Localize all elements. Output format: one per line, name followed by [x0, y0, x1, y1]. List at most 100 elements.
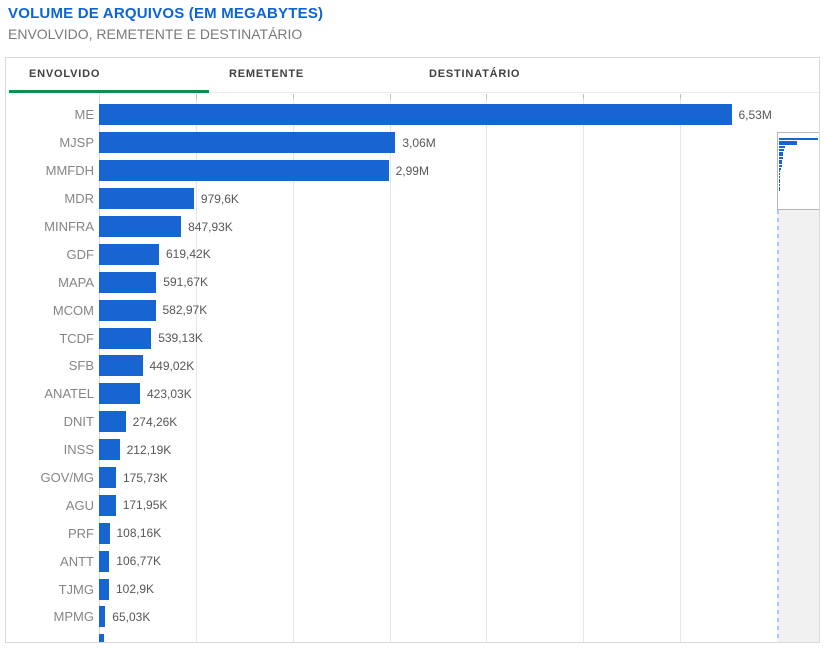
category-label: MCOM	[52, 302, 94, 318]
gridline	[389, 94, 391, 642]
bar-track: 582,97K	[99, 299, 777, 321]
bar[interactable]	[99, 467, 116, 489]
bar[interactable]	[99, 383, 140, 405]
bar[interactable]	[99, 299, 156, 321]
minimap-bar	[779, 170, 781, 173]
minimap-bar	[779, 189, 780, 192]
bar-track: 6,53M	[99, 104, 777, 126]
category-label: SFB	[68, 358, 94, 374]
tab-bar: ENVOLVIDO REMETENTE DESTINATÁRIO	[6, 58, 819, 93]
bar-track: 274,26K	[99, 411, 777, 433]
active-tab-indicator	[9, 90, 209, 93]
bar-row	[6, 631, 777, 642]
bar-row: MINFRA 847,93K	[6, 213, 777, 241]
bar-track	[99, 634, 777, 642]
axis-tick	[486, 94, 488, 99]
bar-row: SFB 449,02K	[6, 352, 777, 380]
minimap-bar	[779, 173, 780, 176]
bar-row: ANATEL 423,03K	[6, 380, 777, 408]
value-label: 539,13K	[158, 331, 203, 346]
bar[interactable]	[99, 327, 152, 349]
chart-scrollbar-minimap[interactable]	[777, 132, 819, 642]
gridline	[195, 94, 197, 642]
tab-envolvido[interactable]: ENVOLVIDO	[9, 58, 209, 93]
minimap-viewport[interactable]	[777, 132, 819, 210]
bar-row: AGU 171,95K	[6, 491, 777, 519]
value-label: 979,6K	[200, 191, 239, 206]
category-label: ME	[74, 107, 95, 123]
value-label: 619,42K	[166, 247, 211, 262]
bar[interactable]	[99, 243, 159, 265]
value-label: 2,99M	[395, 163, 429, 178]
axis-tick	[389, 94, 391, 99]
minimap-bar	[779, 165, 782, 167]
bar-track: 847,93K	[99, 216, 777, 237]
category-label: GDF	[66, 246, 94, 262]
category-label: MPMG	[53, 609, 94, 625]
bar[interactable]	[99, 132, 396, 154]
minimap-bar	[779, 154, 783, 157]
axis-tick	[195, 94, 197, 99]
value-label: 108,16K	[116, 526, 162, 541]
bar[interactable]	[99, 550, 110, 572]
value-label: 591,67K	[163, 275, 209, 290]
gridline	[486, 94, 488, 642]
bar[interactable]	[99, 606, 106, 628]
bar[interactable]	[99, 271, 157, 293]
minimap-bar	[779, 143, 797, 146]
bar[interactable]	[99, 522, 110, 544]
page-subtitle: ENVOLVIDO, REMETENTE E DESTINATÁRIO	[8, 26, 303, 42]
minimap-bar	[779, 151, 783, 154]
bar-row: MPMG 65,03K	[6, 603, 777, 631]
category-label: MJSP	[59, 135, 94, 151]
bar-track: 175,73K	[99, 467, 777, 489]
value-label: 3,06M	[402, 135, 436, 150]
bar-track: 108,16K	[99, 522, 777, 544]
bar[interactable]	[99, 634, 105, 642]
minimap-bar	[779, 159, 783, 162]
page-title: VOLUME DE ARQUIVOS (EM MEGABYTES)	[8, 5, 324, 22]
minimap-bar	[779, 175, 780, 178]
minimap-bar	[779, 148, 785, 151]
bar[interactable]	[99, 439, 120, 461]
bar[interactable]	[99, 355, 143, 377]
axis-tick	[680, 94, 682, 99]
category-label: TJMG	[58, 581, 94, 597]
value-label: 847,93K	[188, 219, 233, 234]
category-label: MMFDH	[45, 163, 94, 179]
gridline	[292, 94, 294, 642]
bar[interactable]	[99, 411, 126, 433]
minimap-bar	[779, 181, 780, 184]
bar-track: 619,42K	[99, 243, 777, 265]
category-label: INSS	[63, 442, 94, 458]
bar[interactable]	[99, 578, 109, 600]
bar-track: 2,99M	[99, 160, 777, 182]
bar[interactable]	[99, 216, 182, 237]
category-label: TCDF	[59, 330, 94, 346]
tab-destinatario[interactable]: DESTINATÁRIO	[409, 58, 609, 92]
bar-row: MCOM 582,97K	[6, 296, 777, 324]
bar[interactable]	[99, 160, 389, 182]
minimap-bar	[779, 156, 783, 159]
bar[interactable]	[99, 188, 194, 210]
minimap-rest-track[interactable]	[777, 210, 819, 642]
minimap-bar	[779, 186, 780, 189]
tab-remetente[interactable]: REMETENTE	[209, 58, 409, 92]
tab-label: REMETENTE	[229, 68, 305, 80]
value-label: 423,03K	[147, 386, 192, 401]
value-label: 65,03K	[112, 609, 151, 624]
bar-track: 539,13K	[99, 327, 777, 349]
bar-row: ME 6,53M	[6, 101, 777, 129]
category-label: ANTT	[60, 553, 94, 569]
minimap-bar	[779, 178, 780, 181]
value-label: 449,02K	[149, 358, 195, 373]
category-label: MDR	[64, 191, 94, 207]
bar[interactable]	[99, 104, 732, 126]
bar-track: 3,06M	[99, 132, 777, 154]
bar-row: TCDF 539,13K	[6, 324, 777, 352]
value-label: 582,97K	[162, 303, 208, 318]
bar-chart-area: ME 6,53M MJSP 3,06M MMFDH 2,99M MDR 979,6K MINFR…	[6, 94, 819, 642]
bar[interactable]	[99, 494, 116, 516]
bar-track: 423,03K	[99, 383, 777, 405]
bar-row: MDR 979,6K	[6, 185, 777, 213]
